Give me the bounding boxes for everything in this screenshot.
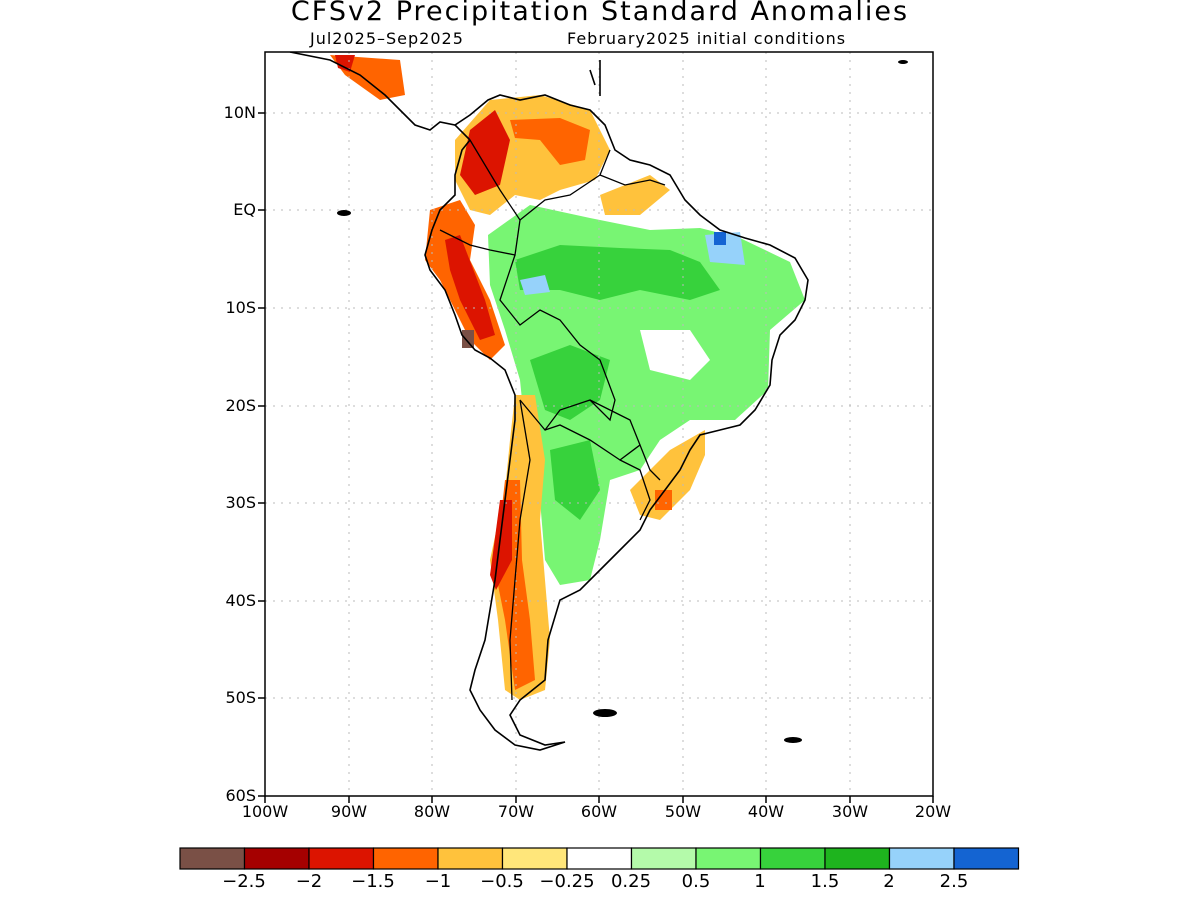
lon-label-70w: 70W <box>497 802 535 821</box>
negative-anomaly-guianas <box>600 175 670 215</box>
country-borders <box>439 139 666 701</box>
strong-negative-andes <box>445 235 495 340</box>
lat-label-10n: 10N <box>223 103 256 122</box>
lat-label-eq: EQ <box>233 200 256 219</box>
anomaly-shading <box>330 55 805 700</box>
very-strong-negative-south <box>490 500 512 590</box>
lat-label-30s: 30S <box>225 493 256 512</box>
lon-label-60w: 60W <box>580 802 618 821</box>
initial-conditions: February2025 initial conditions <box>567 29 847 48</box>
colorbar-swatch <box>566 847 633 870</box>
tick-marks <box>258 112 934 803</box>
lon-label-30w: 30W <box>831 802 869 821</box>
islands <box>337 60 908 743</box>
colorbar-swatch <box>695 847 762 870</box>
colorbar-label: 1.5 <box>810 871 840 892</box>
neutral-patch <box>640 330 710 380</box>
strong-positive-region-2 <box>530 345 610 420</box>
negative-anomaly-venezuela <box>510 118 590 165</box>
strong-positive-region <box>515 245 720 300</box>
map-title: CFSv2 Precipitation Standard Anomalies <box>290 0 910 27</box>
colorbar <box>179 847 1020 870</box>
lon-label-80w: 80W <box>413 802 451 821</box>
lon-label-20w: 20W <box>914 802 952 821</box>
lon-label-100w: 100W <box>241 802 289 821</box>
colorbar-label: 2 <box>883 871 895 892</box>
colorbar-label: 1 <box>754 871 766 892</box>
lat-label-10s: 10S <box>225 298 256 317</box>
colorbar-label: 2.5 <box>939 871 969 892</box>
forecast-period: Jul2025–Sep2025 <box>310 29 464 48</box>
lon-label-40w: 40W <box>747 802 785 821</box>
colorbar-label: −2 <box>295 871 323 892</box>
strong-negative-central-america <box>335 55 355 72</box>
colorbar-swatch <box>824 847 891 870</box>
colorbar-swatch <box>243 847 310 870</box>
colorbar-swatch <box>953 847 1020 870</box>
strong-positive-region-3 <box>550 440 600 520</box>
colorbar-swatch <box>630 847 697 870</box>
colorbar-label: −1 <box>424 871 452 892</box>
colorbar-swatch <box>501 847 568 870</box>
high-positive-patch-2 <box>520 275 550 295</box>
colorbar-swatch <box>308 847 375 870</box>
colorbar-label: −1.5 <box>351 871 395 892</box>
strong-negative-southeast <box>655 490 672 510</box>
coastlines <box>289 52 809 751</box>
strong-negative-north <box>460 110 510 195</box>
lat-label-60s: 60S <box>225 786 256 805</box>
colorbar-swatch <box>759 847 826 870</box>
lon-label-50w: 50W <box>664 802 702 821</box>
lat-label-50s: 50S <box>225 688 256 707</box>
lat-label-40s: 40S <box>225 591 256 610</box>
colorbar-label: 0.25 <box>610 871 652 892</box>
colorbar-label: −0.5 <box>480 871 524 892</box>
colorbar-swatch <box>372 847 439 870</box>
extreme-negative-patch <box>462 330 474 348</box>
colorbar-label: 0.5 <box>681 871 711 892</box>
lon-label-90w: 90W <box>330 802 368 821</box>
colorbar-label: −2.5 <box>222 871 266 892</box>
very-high-positive-patch <box>714 232 726 245</box>
colorbar-swatch <box>437 847 504 870</box>
colorbar-swatch <box>179 847 246 870</box>
lat-label-20s: 20S <box>225 396 256 415</box>
colorbar-label: −0.25 <box>539 871 595 892</box>
colorbar-swatch <box>888 847 955 870</box>
